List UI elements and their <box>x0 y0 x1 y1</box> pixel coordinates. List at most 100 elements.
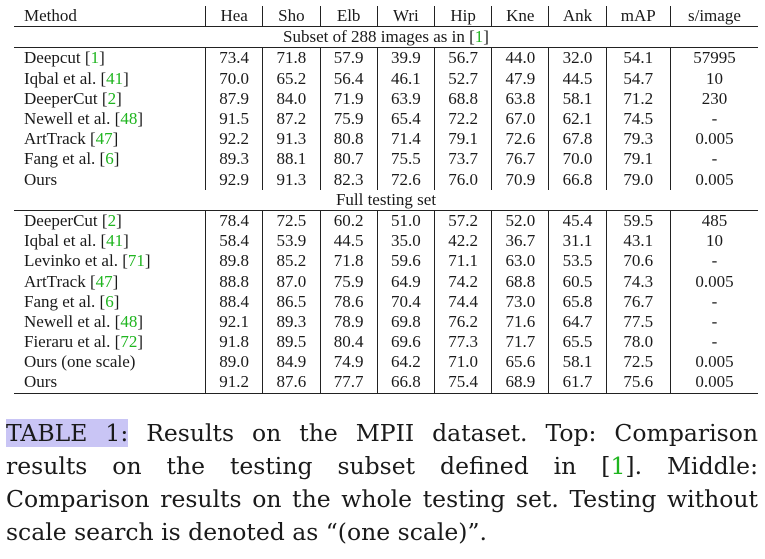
value-cell-sho: 87.2 <box>262 108 320 130</box>
method-name: Fang et al. <box>24 149 100 169</box>
method-cell: Ours <box>14 372 206 394</box>
value-cell-kne: 68.8 <box>491 271 549 292</box>
table-row: Iqbal et al. [41] 70.0 65.2 56.4 46.1 52.7 47.… <box>14 68 758 89</box>
value-cell-elb: 57.9 <box>319 47 378 69</box>
section-title-text: Subset of 288 images as in <box>283 27 470 47</box>
bracket: [ <box>99 291 106 311</box>
table-row: DeeperCut [2] 87.9 84.0 71.9 63.9 68.8 63.8 58.… <box>14 88 758 109</box>
value-cell-kne: 44.0 <box>491 47 549 69</box>
value-cell-elb: 56.4 <box>319 68 378 89</box>
value-cell-kne: 63.0 <box>491 251 549 272</box>
bracket: ] <box>483 27 489 47</box>
column-header-wri: Wri <box>376 6 435 28</box>
value-cell-map: 77.5 <box>605 311 671 332</box>
method-citation[interactable]: 72 <box>120 332 138 352</box>
bracket: [ <box>99 149 106 169</box>
method-cell: Ours (one scale) <box>14 352 206 372</box>
value-cell-wri: 72.6 <box>376 169 435 190</box>
method-name: Iqbal et al. <box>24 231 101 251</box>
method-cell: DeeperCut [2] <box>14 89 206 109</box>
value-cell-sho: 53.9 <box>262 231 320 252</box>
method-citation[interactable]: 71 <box>127 251 145 271</box>
value-cell-map: 76.7 <box>605 291 671 312</box>
bracket: ] <box>116 88 122 108</box>
bracket: ] <box>144 251 151 271</box>
method-citation[interactable]: 2 <box>107 88 117 108</box>
value-cell-kne: 65.6 <box>491 352 549 373</box>
value-cell-s-image: 0.005 <box>669 372 758 394</box>
method-name: Fieraru et al. <box>24 332 115 352</box>
value-cell-kne: 36.7 <box>491 231 549 252</box>
value-cell-hip: 68.8 <box>433 88 492 109</box>
method-citation[interactable]: 6 <box>105 291 114 311</box>
bracket: ] <box>137 109 143 129</box>
method-name: Newell et al. <box>24 109 115 129</box>
method-citation[interactable]: 1 <box>90 48 100 68</box>
table-row: Levinko et al. [71] 89.8 85.2 71.8 59.6 71.1 6… <box>14 251 758 272</box>
value-cell-s-image: 0.005 <box>669 129 758 150</box>
value-cell-ank: 60.5 <box>548 271 607 292</box>
value-cell-ank: 62.1 <box>548 108 607 130</box>
value-cell-hip: 75.4 <box>433 372 492 394</box>
value-cell-sho: 85.2 <box>262 251 320 272</box>
method-cell: Iqbal et al. [41] <box>14 231 206 251</box>
value-cell-map: 43.1 <box>605 231 671 252</box>
value-cell-elb: 71.8 <box>319 251 378 272</box>
method-citation[interactable]: 48 <box>120 109 138 129</box>
value-cell-wri: 46.1 <box>376 68 435 89</box>
section-header-row: Subset of 288 images as in [1] <box>14 26 758 49</box>
table-row: ArtTrack [47] 88.8 87.0 75.9 64.9 74.2 68.8 60.… <box>14 271 758 292</box>
section-header-row: Full testing set <box>14 189 758 211</box>
bracket: ] <box>123 68 129 88</box>
value-cell-s-image: - <box>669 311 758 332</box>
method-citation[interactable]: 47 <box>95 271 113 291</box>
value-cell-elb: 82.3 <box>319 169 378 190</box>
value-cell-kne: 47.9 <box>491 68 549 89</box>
value-cell-ank: 65.5 <box>548 332 607 353</box>
value-cell-hea: 88.8 <box>205 271 263 292</box>
value-cell-hea: 58.4 <box>205 231 263 252</box>
value-cell-map: 54.1 <box>605 47 671 69</box>
bracket: [ <box>84 48 91 68</box>
method-citation[interactable]: 41 <box>106 231 124 251</box>
value-cell-hip: 77.3 <box>433 332 492 353</box>
caption-citation[interactable]: 1 <box>610 452 626 480</box>
value-cell-ank: 67.8 <box>548 129 607 150</box>
value-cell-sho: 72.5 <box>262 210 320 232</box>
value-cell-s-image: 0.005 <box>669 169 758 190</box>
value-cell-hea: 92.9 <box>205 169 263 190</box>
method-name: Levinko et al. <box>24 251 123 271</box>
method-citation[interactable]: 48 <box>120 311 138 331</box>
value-cell-ank: 45.4 <box>548 210 607 232</box>
value-cell-s-image: 10 <box>669 68 758 89</box>
value-cell-elb: 77.7 <box>319 372 378 394</box>
table-row: Ours 91.2 87.6 77.7 66.8 75.4 68.9 61.7 75.6 0.00… <box>14 372 758 394</box>
table-row: DeeperCut [2] 78.4 72.5 60.2 51.0 57.2 52.0 45.… <box>14 210 758 232</box>
value-cell-sho: 89.5 <box>262 332 320 353</box>
section-title: Full testing set <box>14 189 758 211</box>
value-cell-sho: 87.6 <box>262 372 320 394</box>
value-cell-hea: 73.4 <box>205 47 263 69</box>
value-cell-map: 59.5 <box>605 210 671 232</box>
table-row: Newell et al. [48] 91.5 87.2 75.9 65.4 72.2 67… <box>14 108 758 130</box>
method-citation[interactable]: 41 <box>106 68 124 88</box>
bracket: [ <box>122 251 128 271</box>
value-cell-hea: 92.2 <box>205 129 263 150</box>
value-cell-ank: 44.5 <box>548 68 607 89</box>
value-cell-s-image: 485 <box>669 210 758 232</box>
value-cell-elb: 75.9 <box>319 271 378 292</box>
section-title-citation[interactable]: 1 <box>474 27 484 47</box>
value-cell-elb: 44.5 <box>319 231 378 252</box>
bracket: ] <box>123 231 129 251</box>
value-cell-ank: 53.5 <box>548 251 607 272</box>
value-cell-ank: 61.7 <box>548 372 607 394</box>
value-cell-ank: 58.1 <box>548 352 607 373</box>
value-cell-kne: 52.0 <box>491 210 549 232</box>
method-cell: Ours <box>14 170 206 190</box>
value-cell-sho: 86.5 <box>262 291 320 312</box>
method-citation[interactable]: 47 <box>95 129 113 149</box>
method-citation[interactable]: 6 <box>105 149 114 169</box>
value-cell-wri: 64.9 <box>376 271 435 292</box>
method-citation[interactable]: 2 <box>107 210 117 230</box>
value-cell-hip: 56.7 <box>433 47 492 69</box>
